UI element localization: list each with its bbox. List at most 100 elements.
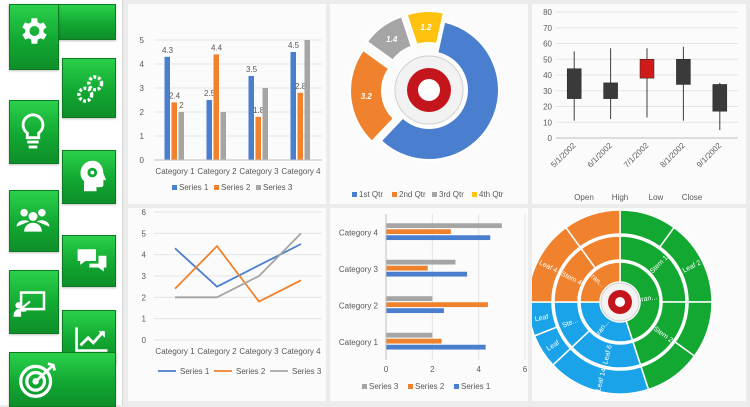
sunburst-segment (580, 235, 621, 270)
x-tick-label: Category 3 (239, 167, 279, 176)
sidebar-tile-5[interactable] (9, 190, 59, 252)
segment-label: Bran... 1 (636, 293, 663, 304)
bar (386, 332, 433, 338)
slice-label: 1.4 (386, 35, 398, 44)
y-tick-label: 20 (543, 103, 552, 112)
x-tick-label: Category 1 (155, 167, 195, 176)
gears-icon (77, 75, 104, 103)
x-tick-label: Category 3 (239, 347, 279, 356)
y-tick-label: 2 (140, 108, 145, 117)
bar (386, 271, 468, 277)
x-tick-label: 8/1/2002 (658, 141, 687, 170)
x-tick-label: 9/1/2002 (695, 141, 724, 170)
y-tick-label: 30 (543, 87, 552, 96)
bar (386, 235, 491, 241)
legend-label: Series 2 (236, 367, 266, 376)
bar (386, 259, 456, 265)
legend-swatch (352, 192, 357, 197)
x-tick-label: Category 2 (197, 167, 237, 176)
y-tick-label: Category 2 (339, 301, 379, 310)
legend-swatch (472, 192, 477, 197)
series-line (174, 243, 302, 288)
legend-swatch (172, 185, 177, 190)
y-tick-label: 0 (142, 336, 147, 345)
legend-swatch (408, 384, 413, 389)
legend-label: Series 3 (292, 367, 322, 376)
x-tick-label: 2 (430, 365, 435, 374)
y-tick-label: 10 (543, 118, 552, 127)
y-tick-label: 0 (140, 156, 145, 165)
legend-swatch (256, 185, 261, 190)
sunburst-segment (564, 209, 621, 249)
legend-label: Series 1 (461, 382, 491, 391)
candle-body (566, 68, 582, 99)
x-tick-label: 6 (523, 365, 528, 374)
y-tick-label: 3 (142, 272, 147, 281)
pie-slice (405, 10, 446, 47)
target-icon (19, 362, 56, 398)
bar (304, 40, 310, 160)
y-tick-label: 5 (142, 229, 147, 238)
candle-body (639, 59, 655, 79)
bar (262, 88, 268, 160)
gear-icon (22, 18, 47, 44)
series-line (174, 244, 302, 303)
slice-label: 1.2 (420, 23, 432, 32)
y-tick-label: 70 (543, 24, 552, 33)
bar (386, 265, 428, 271)
legend-label: Series 1 (180, 367, 210, 376)
y-tick-label: 6 (142, 208, 147, 217)
stock-chart: 0 10 20 30 40 50 60 70 80 5/1/2002 6/1/2002 7/1/200… (543, 8, 738, 202)
bar (206, 100, 212, 160)
series-line (175, 232, 302, 299)
sidebar-tile-3[interactable] (9, 100, 59, 164)
bar (290, 52, 296, 160)
candle-body (676, 59, 691, 85)
x-tick-label: 6/1/2002 (586, 141, 615, 170)
data-label: 1.8 (253, 106, 265, 115)
legend-label: 1st Qtr (359, 190, 383, 199)
data-label: 4.4 (211, 43, 223, 52)
candle-body (712, 84, 728, 112)
horizontal-bar-chart: 0 2 4 6 Category 1 Category 2 Category 3 Catego… (339, 214, 528, 391)
bar (297, 92, 303, 160)
data-label: 2.4 (169, 91, 181, 100)
pie-slice (379, 20, 500, 161)
y-tick-label: Category 4 (339, 228, 379, 237)
legend-label: Close (682, 193, 703, 202)
sunburst-segment (619, 261, 661, 341)
x-tick-label: 5/1/2002 (549, 141, 578, 170)
panel-horizontal-bar-chart: 0 2 4 6 Category 1 Category 2 Category 3 Catego… (330, 208, 528, 401)
y-tick-label: 80 (543, 8, 552, 17)
candle-body (603, 82, 618, 99)
segment-label: Leaf 6 (602, 344, 614, 365)
chat-icon (77, 249, 107, 272)
x-tick-label: 7/1/2002 (622, 141, 651, 170)
legend-label: Series 2 (415, 382, 445, 391)
bar (386, 296, 433, 302)
data-label: 3.5 (246, 65, 258, 74)
panel-pie-chart: 3.2 1.4 1.2 1st Qtr 2nd Qtr 3rd Qtr 4th Qtr (330, 4, 528, 204)
legend-swatch (392, 192, 397, 197)
y-tick-label: 3 (140, 84, 145, 93)
data-label: 4.3 (162, 46, 174, 55)
legend-swatch (214, 185, 219, 190)
sunburst-center-hole (615, 297, 625, 307)
data-label: 2 (179, 101, 184, 110)
bar (213, 54, 219, 160)
y-tick-label: 60 (543, 40, 552, 49)
sidebar-tile-7[interactable] (9, 270, 59, 334)
legend-label: Series 1 (179, 183, 209, 192)
bar (386, 338, 442, 344)
team-icon (16, 208, 50, 232)
bar (386, 308, 444, 314)
data-label: 4.5 (288, 41, 300, 50)
legend-label: 4th Qtr (479, 190, 504, 199)
legend-label: Series 3 (263, 183, 293, 192)
y-tick-label: 4 (140, 60, 145, 69)
y-tick-label: 50 (543, 55, 552, 64)
